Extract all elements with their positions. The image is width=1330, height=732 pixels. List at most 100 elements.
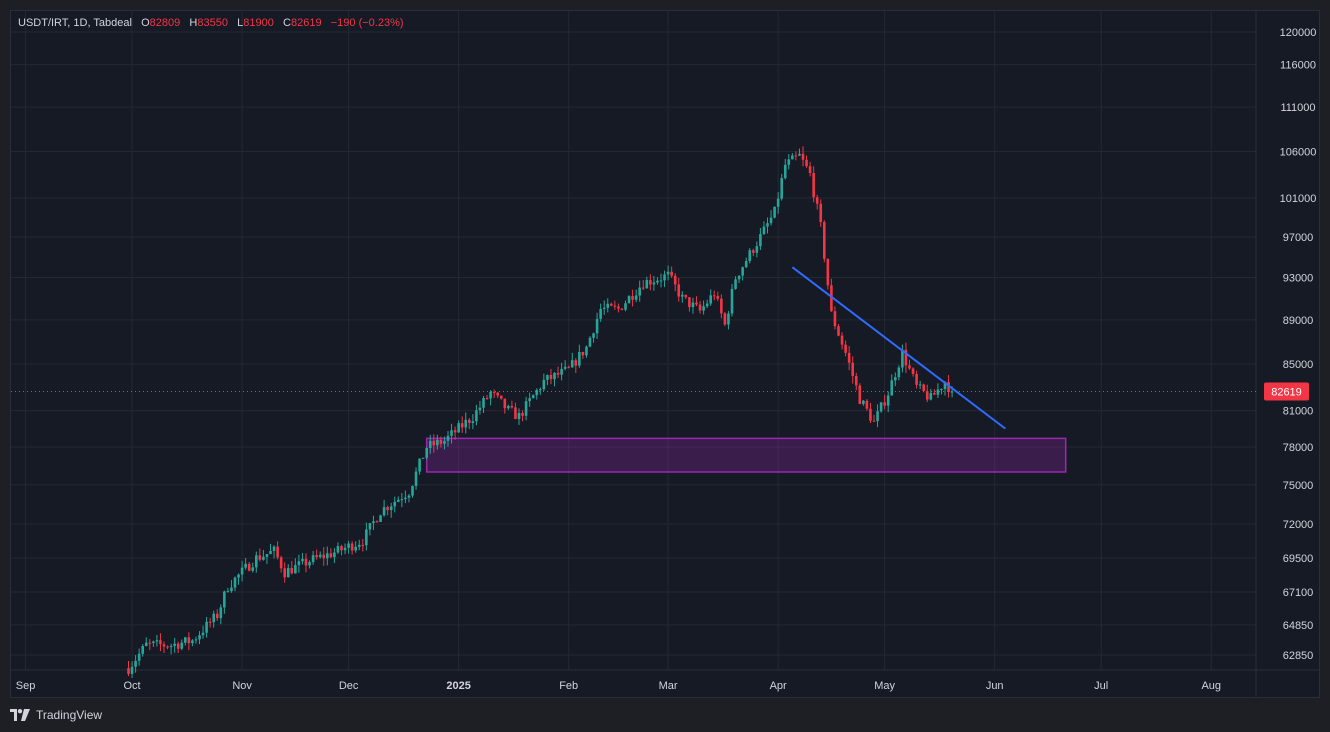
candle-body: [943, 382, 947, 390]
candle-body: [684, 294, 688, 298]
candle-body: [869, 408, 872, 421]
candle-body: [720, 298, 723, 314]
y-tick-label: 78000: [1283, 442, 1314, 454]
candle-body: [911, 368, 915, 374]
candle-body: [759, 234, 762, 247]
candle-body: [468, 419, 471, 423]
candle-body: [744, 261, 748, 268]
candle-body: [439, 439, 443, 444]
change-value: −190 (−0.23%): [330, 17, 404, 29]
candle-body: [191, 640, 194, 644]
candle-body: [592, 333, 595, 338]
candle-body: [407, 495, 411, 498]
candle-body: [460, 423, 464, 428]
candle-body: [279, 557, 283, 569]
candle-body: [879, 402, 883, 412]
candle-body: [347, 543, 350, 548]
candle-body: [886, 395, 890, 406]
candle-body: [290, 567, 294, 574]
candle-body: [436, 439, 439, 446]
candle-body: [904, 349, 908, 366]
candle-body: [734, 279, 737, 289]
candle-body: [833, 311, 837, 327]
candle-body: [141, 645, 144, 654]
price-chart[interactable]: 120000 116000 111000 106000 101000 97000 93000…: [11, 11, 1320, 698]
candle-body: [432, 440, 436, 446]
candle-body: [663, 274, 666, 281]
candle-body: [780, 178, 783, 199]
chart-panel[interactable]: 120000 116000 111000 106000 101000 97000 93000…: [10, 10, 1320, 698]
candle-body: [709, 295, 712, 304]
y-tick-label: 72000: [1283, 519, 1314, 531]
candle-body: [773, 206, 776, 218]
candle-body: [521, 412, 524, 416]
x-tick-label: Oct: [123, 680, 140, 692]
tradingview-branding[interactable]: TradingView: [10, 704, 102, 726]
candle-body: [180, 642, 184, 649]
candle-body: [940, 389, 943, 391]
candle-body: [844, 344, 847, 353]
candle-body: [695, 302, 698, 305]
x-tick-label: Jun: [986, 680, 1004, 692]
candle-body: [840, 335, 844, 345]
candle-body: [340, 546, 343, 551]
candle-body: [148, 642, 152, 644]
candle-body: [464, 419, 468, 428]
candle-body: [514, 407, 517, 420]
candle-body: [578, 352, 581, 366]
candle-body: [230, 587, 233, 592]
candle-body: [251, 567, 255, 571]
candle-body: [343, 547, 347, 551]
candle-body: [872, 420, 876, 422]
candle-body: [262, 556, 265, 560]
candle-body: [535, 389, 539, 396]
x-tick-label: Mar: [659, 680, 678, 692]
candle-body: [478, 407, 482, 411]
candle-body: [585, 346, 588, 356]
candle-body: [783, 164, 787, 179]
candle-body: [329, 553, 333, 558]
candle-body: [688, 297, 691, 308]
close-label: C: [283, 17, 291, 29]
candle-body: [691, 302, 695, 308]
candle-body: [865, 400, 869, 409]
candle-body: [823, 222, 826, 259]
candle-body: [247, 563, 251, 571]
candle-body: [801, 153, 805, 160]
candle-body: [379, 515, 382, 522]
candle-body: [389, 506, 393, 511]
candle-body: [272, 546, 276, 552]
candle-body: [421, 457, 425, 459]
candle-body: [283, 568, 286, 578]
candle-body: [599, 308, 602, 319]
candle-body: [652, 282, 656, 285]
candle-body: [368, 523, 372, 530]
candle-body: [815, 197, 819, 204]
candle-body: [166, 646, 169, 648]
candle-body: [606, 303, 610, 308]
x-tick-label: Jul: [1094, 680, 1108, 692]
candle-body: [226, 591, 230, 593]
candle-body: [219, 607, 223, 619]
y-tick-label: 64850: [1283, 620, 1314, 632]
candle-body: [357, 544, 361, 547]
candle-body: [375, 521, 379, 523]
candle-body: [631, 296, 634, 300]
candle-body: [162, 644, 166, 647]
candle-body: [915, 373, 918, 385]
high-value: 83550: [197, 17, 228, 29]
candle-body: [681, 294, 684, 297]
candle-body: [553, 372, 556, 380]
candle-body: [510, 406, 514, 408]
candle-body: [453, 430, 457, 433]
candle-body: [276, 546, 279, 558]
candle-body: [485, 398, 489, 400]
candle-body: [144, 642, 148, 646]
last-price-tag-label: 82619: [1271, 387, 1302, 399]
candle-body: [336, 546, 340, 553]
candle-body: [933, 393, 936, 395]
candle-body: [595, 318, 599, 334]
candle-body: [531, 395, 535, 399]
symbol-label[interactable]: USDT/IRT, 1D, Tabdeal: [18, 17, 132, 29]
candle-body: [176, 643, 180, 649]
